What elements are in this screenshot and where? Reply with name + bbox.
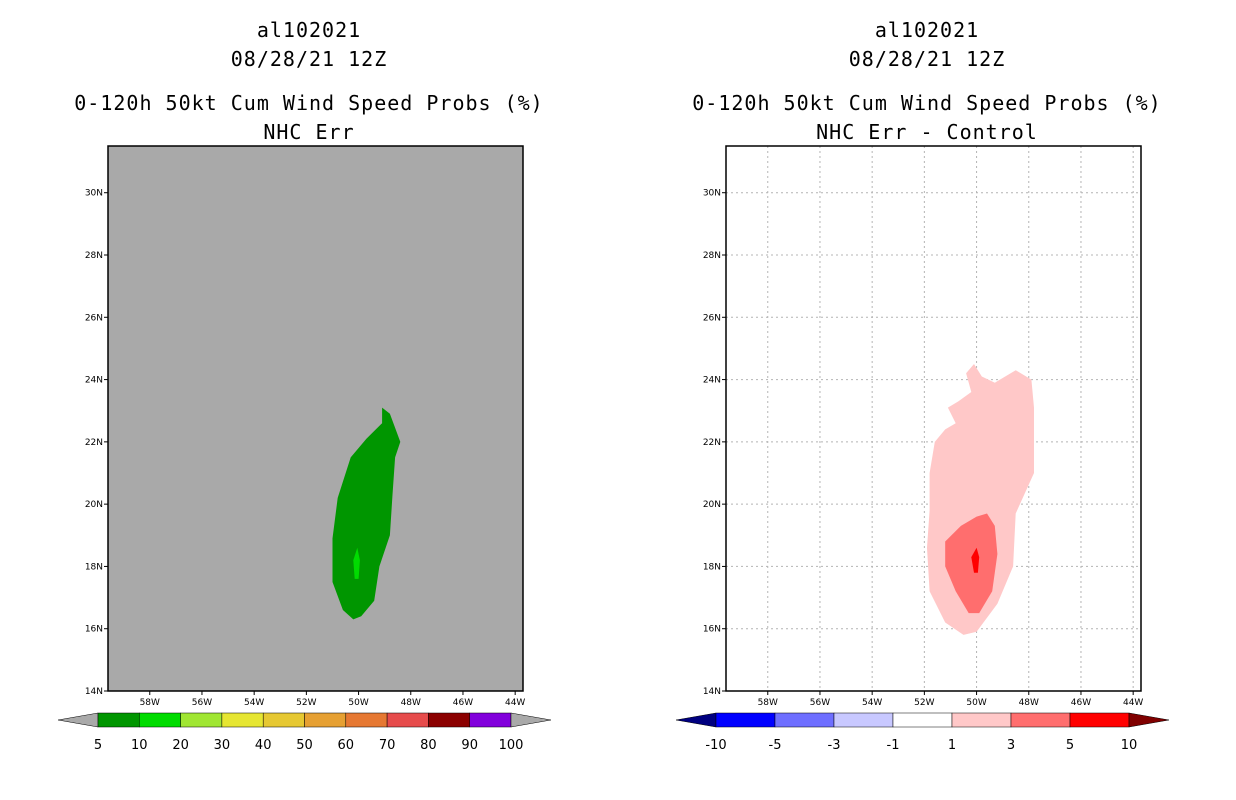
right-xtick-label: 44W — [1123, 698, 1143, 708]
left-colorbar-box — [469, 712, 512, 728]
left-colorbar-label: 60 — [338, 738, 355, 753]
right-ytick-label: 30N — [703, 189, 721, 199]
left-colorbar-box — [345, 712, 388, 728]
right-plot-background — [726, 146, 1141, 691]
left-xtick-label: 52W — [296, 698, 316, 708]
right-ytick-label: 28N — [703, 251, 721, 261]
left-colorbar-label: 100 — [499, 738, 524, 753]
left-xtick-label: 54W — [244, 698, 264, 708]
left-ytick-label: 14N — [85, 687, 103, 697]
left-colorbar-label: 20 — [172, 738, 189, 753]
left-colorbar-box — [180, 712, 223, 728]
left-ytick-label: 24N — [85, 376, 103, 386]
right-xtick-label: 56W — [810, 698, 830, 708]
left-colorbar-box — [97, 712, 140, 728]
right-title-field: NHC Err - Control — [816, 120, 1038, 144]
right-colorbar-box — [715, 712, 776, 728]
left-plot-background — [108, 146, 523, 691]
left-title-date: 08/28/21 12Z — [230, 47, 388, 71]
right-xtick-label: 52W — [914, 698, 934, 708]
left-colorbar-label: 10 — [131, 738, 148, 753]
right-colorbar-label: -10 — [705, 738, 726, 753]
left-colorbar-label: 50 — [296, 738, 313, 753]
right-ytick-label: 22N — [703, 438, 721, 448]
left-colorbar-label: 30 — [214, 738, 231, 753]
left-ytick-label: 26N — [85, 313, 103, 323]
right-xtick-label: 58W — [758, 698, 778, 708]
right-xtick-label: 54W — [862, 698, 882, 708]
right-ytick-label: 14N — [703, 687, 721, 697]
left-xtick-label: 56W — [192, 698, 212, 708]
right-ytick-label: 18N — [703, 562, 721, 572]
left-ytick-label: 16N — [85, 625, 103, 635]
right-ytick-label: 24N — [703, 376, 721, 386]
right-colorbar-label: -3 — [828, 738, 841, 753]
left-colorbar-box — [139, 712, 181, 728]
right-colorbar-box — [892, 712, 953, 728]
right-xtick-label: 50W — [966, 698, 986, 708]
left-xtick-label: 48W — [401, 698, 421, 708]
right-colorbar-box — [951, 712, 1012, 728]
left-ytick-label: 30N — [85, 189, 103, 199]
left-xtick-label: 58W — [140, 698, 160, 708]
right-colorbar-label: 1 — [948, 738, 956, 753]
right-xtick-label: 46W — [1071, 698, 1091, 708]
left-xtick-label: 50W — [348, 698, 368, 708]
right-title-date: 08/28/21 12Z — [848, 47, 1006, 71]
right-contour-3-5 — [945, 513, 998, 614]
left-contour-5-10 — [332, 407, 401, 620]
left-ytick-label: 28N — [85, 251, 103, 261]
right-colorbar-label: -1 — [887, 738, 900, 753]
left-plot-panel: al102021 08/28/21 12Z 0-120h 50kt Cum Wi… — [57, 18, 552, 753]
left-title-storm-id: al102021 — [256, 18, 362, 42]
left-colorbar-box — [262, 712, 305, 728]
left-colorbar-box — [428, 712, 470, 728]
left-title-product: 0-120h 50kt Cum Wind Speed Probs (%) — [74, 91, 544, 115]
left-contour-10-20 — [353, 547, 360, 579]
right-colorbar-box — [1010, 712, 1071, 728]
right-colorbar-label: 5 — [1066, 738, 1074, 753]
left-colorbar-box — [386, 712, 429, 728]
left-colorbar-label: 5 — [94, 738, 102, 753]
left-title-field: NHC Err — [263, 120, 355, 144]
right-colorbar-label: 10 — [1121, 738, 1138, 753]
right-ytick-label: 20N — [703, 500, 721, 510]
right-ytick-label: 26N — [703, 313, 721, 323]
right-colorbar-box — [774, 712, 835, 728]
left-colorbar-label: 70 — [379, 738, 396, 753]
right-title-product: 0-120h 50kt Cum Wind Speed Probs (%) — [692, 91, 1162, 115]
left-chart-svg: 58W 56W 54W 52W 50W 48W 46W 44W 14N 16N 18N 20N 22N 2… — [57, 145, 552, 753]
right-colorbar-box — [833, 712, 894, 728]
left-plot-frame — [107, 145, 524, 692]
right-colorbar-label: -5 — [769, 738, 782, 753]
right-colorbar-over-triangle — [1128, 712, 1170, 728]
left-ytick-label: 20N — [85, 500, 103, 510]
left-ytick-label: 22N — [85, 438, 103, 448]
right-colorbar-under-triangle — [675, 712, 717, 728]
left-colorbar-label: 40 — [255, 738, 272, 753]
left-colorbar-box — [304, 712, 347, 728]
right-xtick-label: 48W — [1019, 698, 1039, 708]
left-colorbar-label: 80 — [420, 738, 437, 753]
left-colorbar-box — [221, 712, 264, 728]
left-colorbar-over-triangle — [510, 712, 552, 728]
left-xtick-label: 46W — [453, 698, 473, 708]
right-plot-frame — [725, 145, 1142, 692]
left-colorbar-under-triangle — [57, 712, 99, 728]
right-ytick-label: 16N — [703, 625, 721, 635]
left-colorbar-label: 90 — [461, 738, 478, 753]
right-plot-panel: al102021 08/28/21 12Z 0-120h 50kt Cum Wi… — [618, 0, 1236, 800]
right-contour-5-10 — [971, 547, 980, 573]
left-xtick-label: 44W — [505, 698, 525, 708]
right-chart-svg: 58W 56W 54W 52W 50W 48W 46W 44W 14N 16N 18N 20N 22N 2… — [675, 145, 1170, 753]
right-title-storm-id: al102021 — [874, 18, 980, 42]
left-ytick-label: 18N — [85, 562, 103, 572]
right-colorbar-label: 3 — [1007, 738, 1015, 753]
right-colorbar-box — [1069, 712, 1130, 728]
